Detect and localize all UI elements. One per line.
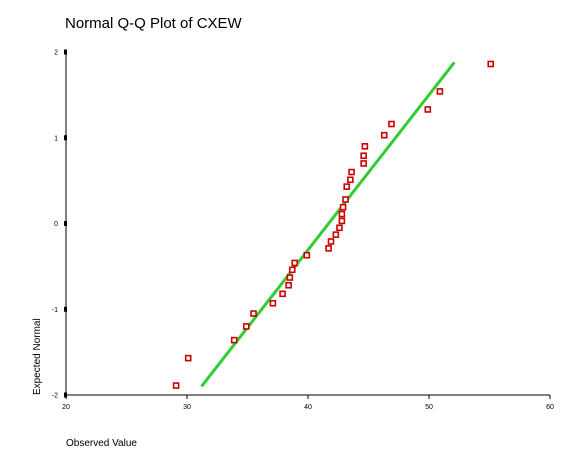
data-point [361, 143, 369, 150]
data-point [348, 168, 355, 176]
data-point [172, 382, 180, 389]
data-point [338, 217, 346, 225]
data-point [360, 160, 367, 167]
data-point [288, 266, 296, 274]
y-tick-mark [64, 306, 67, 312]
data-point [332, 231, 340, 238]
y-tick-mark [64, 221, 67, 226]
data-point [184, 354, 192, 362]
y-tick-label: 0 [54, 221, 58, 228]
data-point [380, 131, 388, 139]
y-tick-label: 1 [54, 135, 58, 142]
y-tick-label: -2 [52, 393, 58, 400]
chart-title: Normal Q-Q Plot of CXEW [65, 15, 242, 32]
x-axis-label: Observed Value [66, 438, 137, 449]
data-point [360, 152, 367, 160]
data-point [343, 183, 351, 190]
reference-line [200, 61, 456, 388]
data-point [336, 224, 343, 232]
data-point [279, 290, 286, 298]
y-tick-label: 2 [54, 50, 58, 57]
data-point [285, 281, 292, 289]
x-tick-label: 20 [62, 404, 70, 411]
y-tick-label: -1 [52, 307, 58, 314]
data-point [347, 176, 354, 184]
data-point [424, 106, 432, 113]
data-point [250, 310, 257, 317]
data-point [342, 196, 349, 203]
data-point [487, 60, 495, 68]
y-tick-mark [64, 135, 67, 141]
data-point [339, 203, 347, 211]
data-point [436, 88, 444, 95]
data-point [327, 238, 335, 245]
data-point [388, 120, 395, 128]
data-point [230, 336, 238, 344]
data-point [269, 299, 277, 307]
data-point [291, 259, 298, 267]
data-point [303, 251, 311, 259]
x-tick-label: 40 [304, 404, 312, 411]
data-point [338, 210, 346, 218]
x-tick-label: 50 [425, 404, 433, 411]
y-axis-label: Expected Normal [32, 318, 43, 395]
x-tick-label: 30 [183, 404, 191, 411]
y-tick-mark [64, 49, 67, 55]
x-tick-label: 60 [546, 404, 554, 411]
data-point [242, 323, 250, 330]
data-point [286, 274, 294, 281]
data-point [325, 245, 332, 252]
